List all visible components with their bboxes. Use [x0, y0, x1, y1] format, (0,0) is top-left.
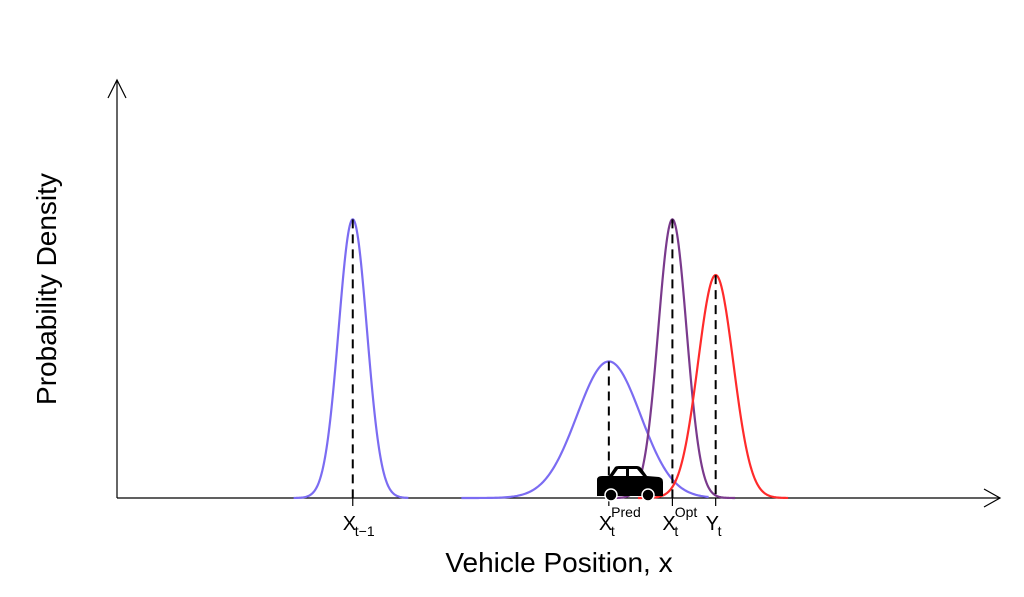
car-icon — [597, 466, 663, 502]
x-axis-arrow-icon — [983, 488, 1002, 508]
prior-curve — [293, 218, 409, 500]
measurement-mean-label: Yt — [706, 513, 722, 539]
mean-markers: Xt−1 XPred t XOpt t Yt — [343, 219, 722, 539]
density-curves — [293, 218, 789, 500]
prior-mean-label: Xt−1 — [343, 513, 375, 539]
x-axis-label: Vehicle Position, x — [445, 547, 672, 578]
y-axis-arrow-icon — [107, 78, 127, 99]
optimal-mean-label: XOpt t — [662, 504, 697, 539]
prediction-mean-label: XPred t — [599, 504, 641, 539]
axes — [107, 78, 1002, 508]
prediction-curve — [461, 360, 709, 500]
y-axis-label: Probability Density — [31, 173, 62, 405]
